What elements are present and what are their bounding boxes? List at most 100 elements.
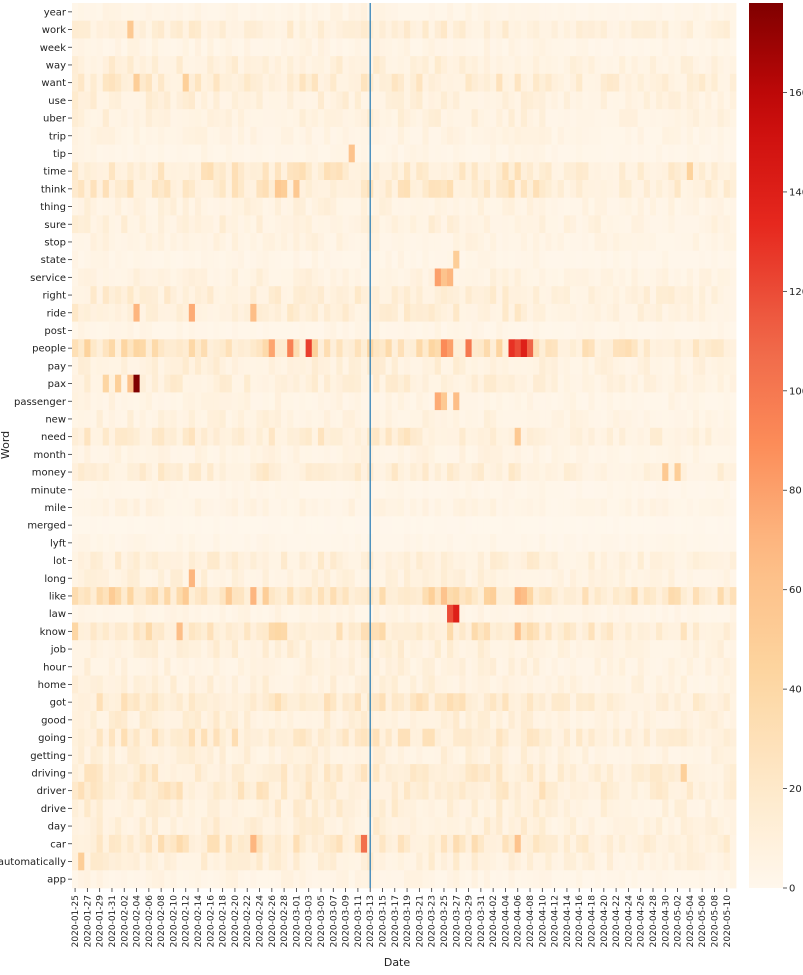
heatmap-cell: [674, 3, 682, 22]
heatmap-cell: [723, 781, 731, 800]
heatmap-cell: [729, 321, 737, 340]
heatmap-cell: [158, 675, 165, 694]
heatmap-cell: [674, 215, 682, 234]
heatmap-cell: [250, 215, 257, 234]
heatmap-cell: [570, 162, 577, 181]
heatmap-cell: [348, 587, 356, 606]
heatmap-cell: [692, 728, 700, 747]
heatmap-cell: [96, 374, 104, 393]
heatmap-cell: [348, 357, 356, 376]
heatmap-cell: [717, 516, 725, 535]
heatmap-cell: [643, 410, 651, 429]
heatmap-cell: [668, 711, 675, 730]
heatmap-cell: [699, 746, 706, 765]
heatmap-cell: [305, 250, 313, 269]
heatmap-cell: [428, 303, 436, 322]
heatmap-cell: [90, 144, 97, 163]
heatmap-cell: [668, 551, 675, 570]
heatmap-cell: [207, 711, 214, 730]
heatmap-cell: [643, 144, 651, 163]
heatmap-cell: [692, 357, 700, 376]
heatmap-cell: [324, 675, 331, 694]
heatmap-cell: [649, 215, 657, 234]
heatmap-cell: [330, 73, 337, 92]
heatmap-cell: [539, 91, 546, 110]
heatmap-cell: [508, 392, 516, 411]
heatmap-cell: [508, 339, 516, 358]
heatmap-cell: [404, 180, 411, 199]
heatmap-cell: [102, 321, 110, 340]
heatmap-cell: [662, 321, 669, 340]
heatmap-cell: [729, 569, 737, 588]
heatmap-cell: [668, 91, 675, 110]
heatmap-cell: [281, 73, 288, 92]
heatmap-cell: [90, 91, 97, 110]
heatmap-cell: [317, 675, 325, 694]
heatmap-cell: [213, 498, 220, 517]
heatmap-cell: [582, 463, 589, 482]
heatmap-cell: [600, 339, 608, 358]
heatmap-cell: [250, 410, 257, 429]
heatmap-cell: [631, 339, 639, 358]
heatmap-cell: [508, 675, 516, 694]
heatmap-cell: [72, 357, 79, 376]
heatmap-cell: [225, 233, 233, 252]
heatmap-cell: [121, 286, 128, 305]
heatmap-cell: [588, 604, 595, 623]
heatmap-cell: [625, 162, 632, 181]
heatmap-cell: [201, 38, 208, 57]
heatmap-cell: [151, 781, 159, 800]
heatmap-cell: [293, 569, 300, 588]
heatmap-cell: [563, 180, 571, 199]
heatmap-cell: [293, 374, 300, 393]
heatmap-cell: [434, 427, 442, 446]
heatmap-cell: [711, 180, 718, 199]
heatmap-cell: [194, 534, 202, 553]
heatmap-cell: [360, 180, 368, 199]
heatmap-cell: [520, 551, 528, 570]
heatmap-cell: [330, 445, 337, 464]
heatmap-cell: [348, 38, 356, 57]
heatmap-cell: [324, 91, 331, 110]
heatmap-cell: [557, 728, 565, 747]
heatmap-cell: [330, 180, 337, 199]
heatmap-cell: [619, 551, 626, 570]
heatmap-cell: [397, 427, 405, 446]
heatmap-cell: [317, 640, 325, 659]
heatmap-cell: [686, 675, 694, 694]
heatmap-cell: [656, 197, 663, 216]
heatmap-cell: [637, 286, 645, 305]
heatmap-cell: [643, 56, 651, 75]
heatmap-cell: [680, 109, 688, 128]
heatmap-cell: [453, 604, 460, 623]
heatmap-cell: [637, 162, 645, 181]
heatmap-cell: [127, 764, 134, 783]
heatmap-cell: [348, 73, 356, 92]
heatmap-cell: [225, 56, 233, 75]
heatmap-cell: [170, 728, 177, 747]
heatmap-cell: [164, 109, 171, 128]
heatmap-cell: [680, 3, 688, 22]
heatmap-cell: [551, 56, 559, 75]
heatmap-cell: [268, 534, 276, 553]
heatmap-cell: [201, 109, 208, 128]
heatmap-cell: [656, 534, 663, 553]
heatmap-cell: [483, 215, 491, 234]
heatmap-cell: [723, 20, 731, 39]
heatmap-cell: [686, 640, 694, 659]
heatmap-cell: [145, 445, 153, 464]
heatmap-cell: [686, 91, 694, 110]
heatmap-cell: [717, 233, 725, 252]
heatmap-cell: [453, 728, 460, 747]
heatmap-cell: [188, 693, 196, 712]
heatmap-cell: [539, 250, 546, 269]
heatmap-cell: [508, 180, 516, 199]
heatmap-cell: [600, 126, 608, 145]
heatmap-cell: [238, 480, 245, 499]
heatmap-cell: [453, 622, 460, 641]
heatmap-cell: [656, 3, 663, 22]
heatmap-cell: [84, 427, 91, 446]
heatmap-cell: [305, 534, 313, 553]
heatmap-cell: [360, 109, 368, 128]
heatmap-cell: [533, 516, 540, 535]
